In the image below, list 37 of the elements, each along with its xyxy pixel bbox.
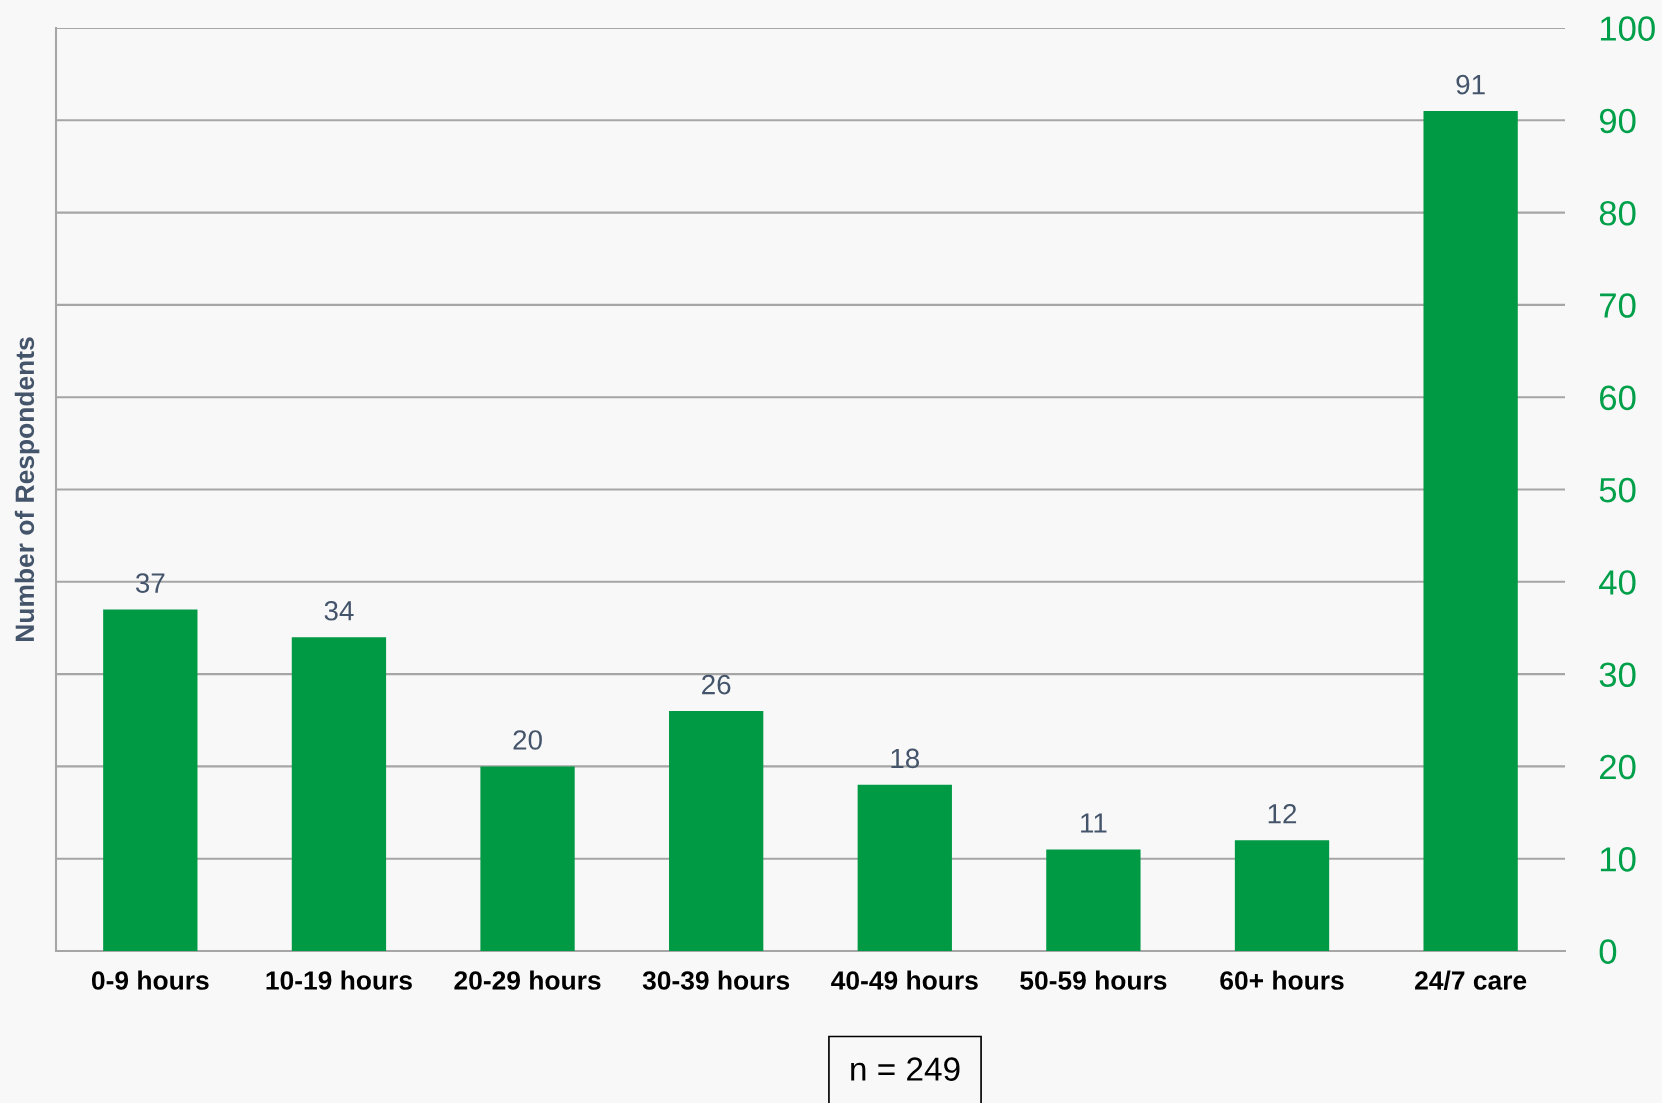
y-tick-label: 80	[1599, 200, 1636, 226]
x-tick-label: 50-59 hours	[1020, 970, 1167, 990]
bar	[1423, 111, 1518, 952]
bar	[669, 711, 764, 952]
bar	[857, 784, 952, 952]
bar	[291, 637, 387, 952]
data-label: 37	[135, 573, 165, 593]
y-tick-label: 10	[1600, 847, 1636, 872]
data-label: 26	[702, 674, 731, 695]
y-axis-title: Number of Respondents	[14, 337, 40, 641]
data-label: 91	[1456, 74, 1485, 95]
data-label: 18	[891, 748, 920, 769]
y-tick-label: 90	[1599, 108, 1636, 134]
data-label: 34	[324, 600, 354, 621]
y-tick-label: 0	[1599, 939, 1617, 964]
data-label: 11	[1081, 813, 1107, 833]
x-tick-label: 40-49 hours	[831, 970, 978, 990]
bar	[1234, 840, 1330, 952]
y-tick-label: 20	[1600, 754, 1636, 780]
bar	[480, 766, 575, 952]
x-tick-label: 20-29 hours	[454, 970, 601, 990]
x-tick-label: 30-39 hours	[642, 970, 790, 990]
y-tick-label: 60	[1600, 385, 1636, 411]
y-tick-label: 70	[1600, 293, 1636, 318]
x-tick-label: 24/7 care	[1415, 970, 1527, 991]
x-tick-label: 0-9 hours	[91, 970, 209, 990]
bar	[103, 609, 198, 952]
y-tick-label: 50	[1599, 477, 1636, 503]
y-tick-label: 30	[1599, 662, 1636, 688]
y-tick-label: 40	[1599, 570, 1636, 595]
y-tick-label: 100	[1600, 16, 1655, 41]
text: n = 249	[851, 1057, 960, 1081]
x-tick-label: 10-19 hours	[266, 970, 412, 990]
bar	[1046, 849, 1141, 952]
x-tick-label: 60+ hours	[1220, 970, 1344, 990]
data-label: 12	[1268, 803, 1297, 824]
data-label: 20	[513, 730, 542, 750]
